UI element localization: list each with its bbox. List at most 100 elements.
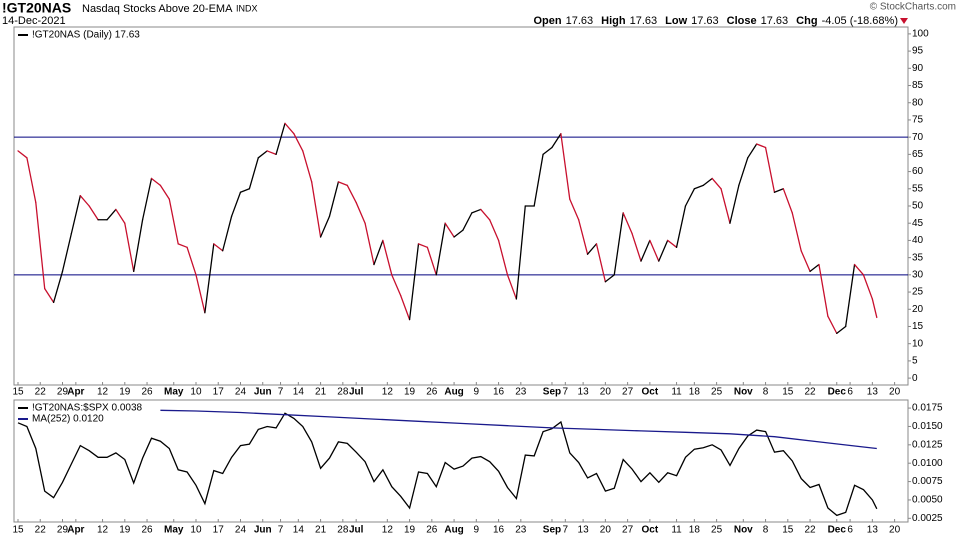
quote-bar: Open 17.63 High 17.63 Low 17.63 Close 17.63 Chg -…: [534, 15, 899, 27]
y-tick-label: 75: [912, 115, 924, 126]
y-tick-label: 100: [912, 29, 929, 40]
x-tick-label: 26: [426, 387, 438, 398]
line-segment: [328, 181, 340, 217]
line-segment: [373, 239, 384, 266]
line-segment: [70, 195, 81, 235]
x-tick-label: 20: [600, 387, 612, 398]
x-tick-label: Apr: [67, 525, 84, 536]
y-tick-label: 55: [912, 183, 924, 194]
y-tick-label: 0.0075: [912, 476, 943, 487]
x-tick-label: 15: [12, 387, 24, 398]
x-tick-label: 19: [404, 525, 416, 536]
x-tick-label: 6: [847, 387, 853, 398]
y-tick-label: 35: [912, 252, 924, 263]
x-tick-label: 22: [35, 525, 47, 536]
line-segment: [542, 146, 553, 156]
x-tick-label: May: [164, 525, 184, 536]
line-segment: [711, 177, 722, 190]
x-tick-label: 8: [763, 387, 769, 398]
y-tick-label: 0.0025: [912, 513, 943, 524]
line-segment: [640, 239, 651, 262]
y-tick-label: 0.0050: [912, 495, 943, 506]
x-tick-label: 21: [315, 387, 327, 398]
x-tick-label: Oct: [642, 387, 659, 398]
line-segment: [791, 212, 802, 252]
x-tick-label: 21: [315, 525, 327, 536]
x-tick-label: 18: [689, 387, 701, 398]
line-segment: [827, 315, 838, 335]
line-segment: [560, 133, 571, 200]
line-segment: [408, 243, 420, 321]
x-tick-label: 20: [889, 387, 901, 398]
y-tick-label: 0: [912, 373, 918, 384]
line-segment: [417, 243, 429, 248]
quote-label: Low: [665, 15, 687, 27]
x-tick-label: 26: [141, 387, 153, 398]
line-segment: [533, 153, 544, 207]
x-tick-label: 14: [293, 525, 305, 536]
x-tick-label: 28: [337, 525, 349, 536]
y-tick-label: 5: [912, 356, 918, 367]
y-tick-label: 15: [912, 321, 924, 332]
line-segment: [693, 184, 704, 190]
line-segment: [809, 263, 820, 273]
line-segment: [471, 208, 482, 214]
credit: © StockCharts.com: [870, 2, 956, 13]
x-tick-label: Apr: [67, 387, 84, 398]
line-segment: [604, 274, 615, 283]
quote-value: 17.63: [691, 15, 719, 27]
line-segment: [480, 208, 491, 221]
x-tick-label: 17: [213, 387, 225, 398]
quote-value: 17.63: [630, 15, 658, 27]
x-tick-label: 6: [847, 525, 853, 536]
line-segment: [764, 146, 776, 193]
line-segment: [845, 263, 856, 328]
line-segment: [141, 177, 153, 221]
line-segment: [667, 239, 678, 248]
line-segment: [44, 287, 55, 304]
x-tick-label: 11: [671, 525, 682, 536]
line-segment: [800, 250, 811, 273]
description: Nasdaq Stocks Above 20-EMA: [82, 3, 233, 15]
x-tick-label: 20: [889, 525, 901, 536]
x-tick-label: 22: [804, 525, 816, 536]
x-tick-label: 15: [12, 525, 24, 536]
y-tick-label: 0.0125: [912, 439, 943, 450]
line-segment: [195, 274, 206, 314]
line-segment: [569, 198, 580, 221]
x-tick-label: 11: [671, 387, 682, 398]
x-tick-label: 20: [600, 525, 612, 536]
x-tick-label: May: [164, 387, 184, 398]
line-segment: [79, 195, 90, 207]
line-segment: [658, 239, 669, 262]
y-tick-label: 0.0100: [912, 458, 943, 469]
line-segment: [124, 222, 135, 273]
line-segment: [284, 122, 295, 135]
legend-label: !GT20NAS (Daily) 17.63: [32, 30, 140, 41]
line-segment: [204, 243, 215, 314]
x-tick-label: Sep: [543, 387, 561, 398]
line-segment: [337, 181, 348, 186]
x-tick-label: 9: [474, 525, 480, 536]
x-tick-label: Aug: [444, 525, 463, 536]
line-segment: [159, 184, 170, 200]
series-line: [160, 409, 877, 450]
y-tick-label: 20: [912, 304, 924, 315]
y-tick-label: 65: [912, 149, 924, 160]
y-tick-label: 80: [912, 97, 924, 108]
y-tick-label: 90: [912, 63, 924, 74]
line-segment: [382, 239, 393, 276]
x-tick-label: 26: [141, 525, 153, 536]
line-segment: [222, 215, 233, 252]
line-segment: [400, 294, 411, 321]
x-tick-label: Oct: [642, 525, 659, 536]
quote-label: Close: [727, 15, 757, 27]
y-tick-label: 40: [912, 235, 924, 246]
y-tick-label: 95: [912, 46, 924, 57]
y-tick-label: 85: [912, 80, 924, 91]
exchange: INDX: [236, 3, 258, 13]
line-segment: [35, 201, 46, 290]
x-tick-label: 16: [493, 525, 505, 536]
x-tick-label: Jul: [349, 525, 364, 536]
quote-value: 17.63: [566, 15, 594, 27]
